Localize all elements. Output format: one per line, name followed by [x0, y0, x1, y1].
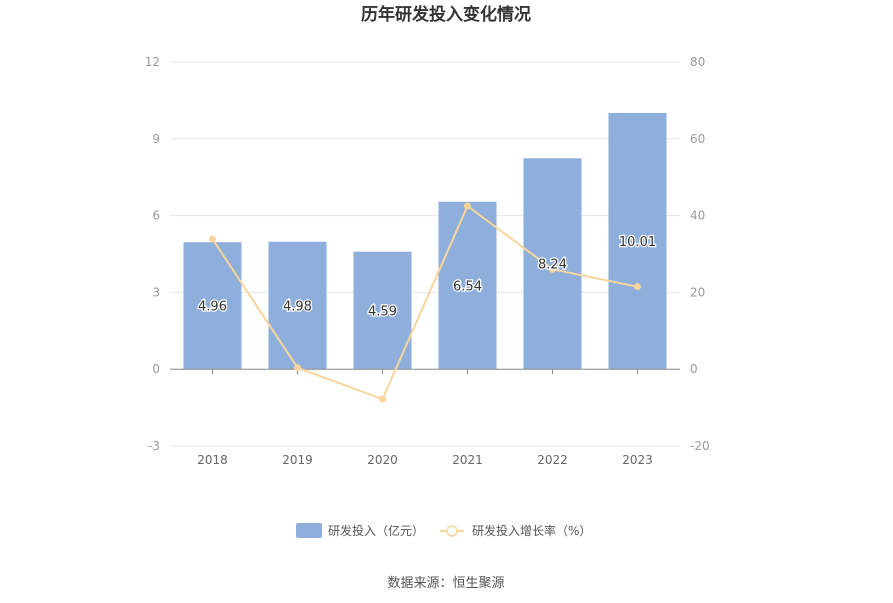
bar-data-labels: 4.96 4.98 4.59 6.54 8.24 10.01	[197, 234, 658, 321]
growth-rate-point-2023	[634, 283, 641, 291]
x-tick-label: 2019	[282, 453, 313, 467]
x-tick-label: 2020	[367, 453, 398, 467]
y-left-tick-label: 3	[152, 285, 160, 299]
x-tick-label: 2021	[452, 453, 483, 467]
y-right-tick-label: 80	[690, 55, 705, 69]
bar-2019	[268, 241, 327, 370]
data-source-note: 数据来源：恒生聚源	[387, 576, 504, 591]
y-right-tick-label: 60	[690, 132, 705, 146]
legend-line-marker[interactable]	[446, 525, 458, 537]
grid-lines	[170, 61, 680, 447]
bar-label-2020: 4.59	[368, 304, 397, 319]
legend-bar-swatch[interactable]	[296, 523, 322, 538]
bar-2021	[438, 201, 497, 370]
line-series	[209, 202, 641, 403]
y-left-tick-label: 12	[145, 55, 160, 69]
bar-label-2021: 6.54	[453, 279, 482, 294]
legend-bar-label[interactable]: 研发投入（亿元）	[328, 523, 424, 538]
y-axis-left: 12 9 6 3 0 -3	[145, 55, 160, 453]
y-right-tick-label: 40	[690, 209, 705, 223]
x-tick-label: 2023	[622, 453, 653, 467]
legend-line-label[interactable]: 研发投入增长率（%）	[472, 523, 591, 538]
growth-rate-line	[211, 204, 638, 401]
growth-rate-point-2022	[549, 265, 556, 273]
legend[interactable]: 研发投入（亿元） 研发投入增长率（%）	[296, 523, 591, 538]
growth-rate-point-2021	[464, 202, 471, 210]
y-left-tick-label: 0	[152, 362, 160, 376]
growth-rate-point-2020	[379, 395, 386, 403]
growth-rate-point-2018	[209, 235, 216, 243]
y-right-tick-label: 0	[690, 362, 698, 376]
bar-label-2022: 8.24	[538, 258, 567, 273]
bar-label-2023: 10.01	[619, 235, 656, 250]
y-left-tick-label: 6	[152, 209, 160, 223]
chart-title: 历年研发投入变化情况	[361, 4, 531, 25]
y-right-tick-label: -20	[690, 439, 710, 453]
y-left-tick-label: 9	[152, 132, 160, 146]
x-tick-label: 2022	[537, 453, 568, 467]
y-axis-right: 80 60 40 20 0 -20	[690, 55, 710, 453]
x-axis: 2018 2019 2020 2021 2022 2023	[170, 368, 680, 467]
bar-2020	[353, 251, 412, 370]
growth-rate-point-2019	[294, 364, 301, 372]
bar-series	[183, 112, 667, 370]
bar-label-2019: 4.98	[283, 299, 312, 314]
bar-2022	[523, 158, 582, 370]
y-right-tick-label: 20	[690, 285, 705, 299]
bar-2018	[183, 242, 242, 370]
bar-label-2018: 4.96	[198, 300, 227, 315]
bar-2023	[608, 112, 667, 370]
y-left-tick-label: -3	[148, 439, 160, 453]
x-tick-label: 2018	[197, 453, 228, 467]
